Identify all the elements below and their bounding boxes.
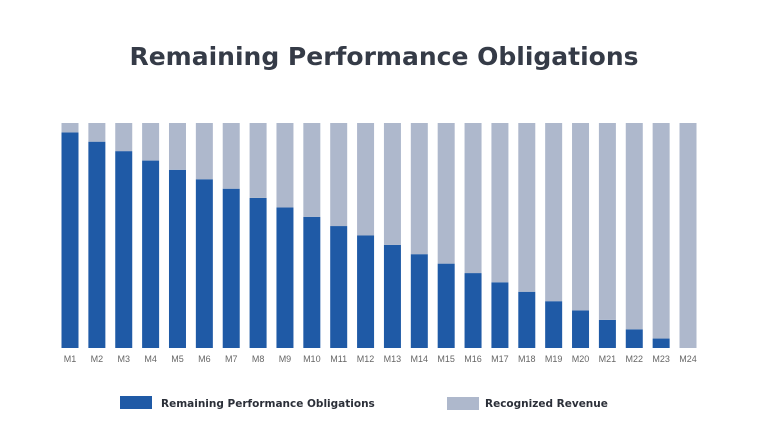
legend-swatch-remaining [120, 396, 152, 409]
x-tick-m3: M3 [117, 354, 130, 364]
bar-remaining-m17 [491, 282, 509, 348]
bar-recognized-m20 [572, 123, 590, 311]
bar-recognized-m9 [276, 123, 294, 208]
legend: Remaining Performance Obligations Recogn… [120, 396, 608, 410]
bar-recognized-m19 [545, 123, 563, 302]
bars-group [61, 123, 697, 348]
bar-remaining-m5 [168, 169, 186, 348]
bar-recognized-m24 [679, 123, 697, 348]
x-tick-m22: M22 [626, 354, 644, 364]
x-tick-m24: M24 [679, 354, 697, 364]
x-tick-m1: M1 [64, 354, 77, 364]
bar-remaining-m6 [195, 179, 213, 348]
bar-recognized-m3 [115, 123, 133, 152]
bar-remaining-m2 [88, 141, 106, 348]
x-tick-m8: M8 [252, 354, 265, 364]
bar-recognized-m23 [652, 123, 670, 339]
bar-recognized-m8 [249, 123, 267, 198]
x-tick-m2: M2 [91, 354, 104, 364]
bar-recognized-m18 [518, 123, 536, 292]
x-tick-m19: M19 [545, 354, 563, 364]
bar-remaining-m12 [357, 235, 375, 348]
bar-recognized-m5 [168, 123, 186, 170]
bar-remaining-m20 [572, 310, 590, 348]
bar-remaining-m9 [276, 207, 294, 348]
bar-remaining-m22 [625, 329, 643, 348]
bar-remaining-m14 [410, 254, 428, 348]
bar-recognized-m4 [142, 123, 160, 161]
bar-recognized-m7 [222, 123, 240, 189]
bar-recognized-m12 [357, 123, 375, 236]
bar-recognized-m16 [464, 123, 482, 274]
bar-recognized-m21 [598, 123, 616, 320]
bar-recognized-m6 [195, 123, 213, 180]
bar-recognized-m22 [625, 123, 643, 330]
bar-remaining-m21 [598, 319, 616, 348]
x-tick-m7: M7 [225, 354, 238, 364]
bar-remaining-m23 [652, 338, 670, 348]
x-tick-m5: M5 [171, 354, 184, 364]
bar-remaining-m15 [437, 263, 455, 348]
x-tick-m14: M14 [411, 354, 429, 364]
bar-recognized-m13 [383, 123, 401, 245]
legend-label-recognized: Recognized Revenue [485, 398, 608, 410]
bar-remaining-m7 [222, 188, 240, 348]
bar-recognized-m15 [437, 123, 455, 264]
legend-swatch-recognized [447, 397, 479, 410]
x-tick-m15: M15 [437, 354, 455, 364]
bar-recognized-m11 [330, 123, 348, 227]
x-tick-m18: M18 [518, 354, 536, 364]
bar-remaining-m1 [61, 132, 79, 348]
bar-recognized-m2 [88, 123, 106, 142]
x-tick-m16: M16 [464, 354, 482, 364]
chart-title: Remaining Performance Obligations [129, 42, 638, 71]
bar-remaining-m16 [464, 273, 482, 348]
bar-recognized-m14 [410, 123, 428, 255]
x-tick-m11: M11 [330, 354, 347, 364]
x-tick-m21: M21 [599, 354, 617, 364]
bar-remaining-m11 [330, 226, 348, 348]
legend-label-remaining: Remaining Performance Obligations [161, 398, 375, 410]
bar-remaining-m18 [518, 291, 536, 348]
x-tick-m23: M23 [652, 354, 670, 364]
x-tick-m6: M6 [198, 354, 211, 364]
x-tick-m10: M10 [303, 354, 321, 364]
x-tick-m12: M12 [357, 354, 375, 364]
x-tick-labels: M1 M2 M3 M4 M5 M6 M7 M8 M9 M10 M11 M12 M13 M14 M15 M16 M… [64, 354, 697, 364]
bar-remaining-m10 [303, 216, 321, 348]
x-tick-m9: M9 [279, 354, 292, 364]
bar-recognized-m10 [303, 123, 321, 217]
x-tick-m17: M17 [491, 354, 509, 364]
bar-remaining-m19 [545, 301, 563, 348]
bar-remaining-m4 [142, 160, 160, 348]
bar-remaining-m13 [383, 244, 401, 348]
bar-remaining-m3 [115, 151, 133, 348]
bar-remaining-m8 [249, 197, 267, 348]
x-tick-m4: M4 [144, 354, 157, 364]
x-tick-m20: M20 [572, 354, 590, 364]
bar-recognized-m17 [491, 123, 509, 283]
bar-recognized-m1 [61, 123, 79, 133]
x-tick-m13: M13 [384, 354, 402, 364]
